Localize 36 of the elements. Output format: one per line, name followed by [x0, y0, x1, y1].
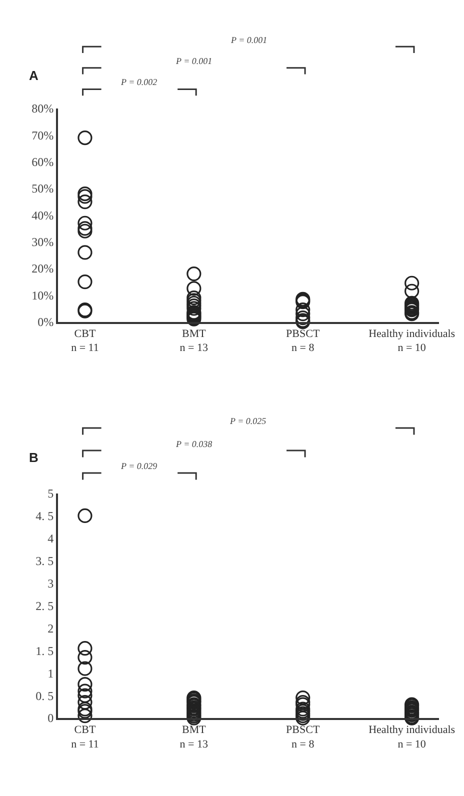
y-tick-label: 1: [48, 666, 54, 680]
text: P = 0.001: [230, 35, 268, 45]
x-tick-label: BMT n = 13: [180, 724, 209, 750]
y-tick-label: 2. 5: [36, 598, 54, 613]
text: P = 0.002: [120, 77, 158, 87]
y-tick-label: 3: [48, 576, 54, 590]
text: P = 0.025: [229, 416, 267, 426]
text: P = 0.001: [175, 56, 212, 66]
x-tick-label: PBSCT n = 8: [286, 328, 320, 354]
y-tick-label: 0: [48, 711, 54, 726]
y-tick-label: 4. 5: [36, 508, 54, 523]
y-tick-label: 0%: [38, 315, 54, 329]
x-tick-label: Healthy individuals n = 10: [368, 328, 456, 354]
y-tick-label: 5: [48, 486, 54, 500]
x-tick-label: PBSCT n = 8: [286, 724, 320, 750]
text: P = 0.029: [120, 461, 158, 471]
x-tick-label: BMT n = 13: [180, 328, 209, 354]
chart-title: B: [29, 450, 38, 465]
y-tick-label: 60%: [32, 154, 54, 169]
y-tick-label: 3. 5: [36, 554, 54, 568]
text: P = 0.038: [175, 439, 213, 449]
y-tick-label: 0. 5: [36, 688, 54, 703]
y-tick-label: 4: [48, 531, 54, 546]
y-tick-label: 40%: [32, 208, 54, 222]
x-tick-label: CBT n = 11: [71, 724, 99, 750]
y-tick-label: 70%: [32, 128, 54, 142]
y-tick-label: 50%: [32, 182, 54, 196]
y-tick-label: 20%: [32, 262, 54, 276]
x-tick-label: Healthy individuals n = 10: [368, 724, 456, 750]
chart-title: A: [29, 68, 39, 83]
y-tick-label: 30%: [32, 234, 54, 249]
y-tick-label: 80%: [32, 102, 54, 116]
y-tick-label: 2: [48, 621, 54, 636]
y-tick-label: 10%: [32, 288, 54, 302]
y-tick-label: 1. 5: [36, 644, 54, 658]
x-tick-label: CBT n = 11: [71, 328, 99, 354]
